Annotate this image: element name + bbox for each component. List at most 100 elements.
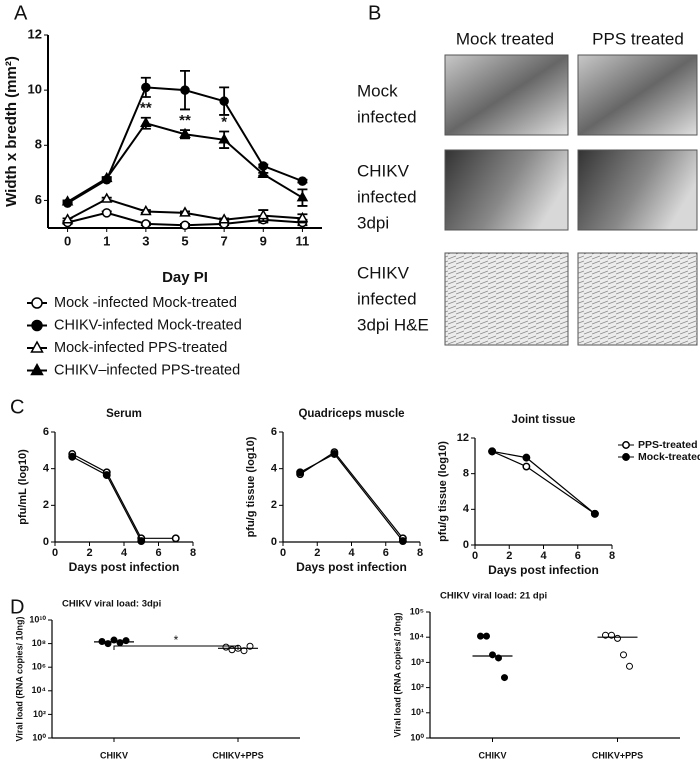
y-axis-label: pfu/g tissue (log10) — [437, 441, 449, 542]
y-tick-label: 6 — [35, 192, 42, 207]
y-axis-label: pfu/g tissue (log10) — [245, 436, 257, 537]
x-tick-label: 11 — [296, 233, 310, 248]
data-point — [590, 509, 599, 518]
legend-marker — [622, 441, 630, 449]
row-label: 3dpi — [357, 213, 389, 232]
x-tick-label: 9 — [260, 233, 267, 248]
y-tick-label: 4 — [463, 503, 470, 515]
data-point — [218, 213, 230, 224]
y-tick-label: 10¹ — [411, 707, 424, 717]
chart-title: CHIKV viral load: 3dpi — [62, 599, 161, 610]
x-tick-label: CHIKV — [100, 750, 128, 760]
x-tick-label: 6 — [155, 547, 161, 559]
y-tick-label: 10⁴ — [32, 685, 46, 695]
y-tick-label: 4 — [43, 463, 50, 475]
data-point — [296, 468, 305, 477]
data-point — [122, 637, 130, 645]
data-point — [257, 167, 270, 178]
data-point — [68, 452, 77, 461]
annotation: * — [174, 633, 179, 647]
row-label: infected — [357, 289, 417, 308]
data-point — [522, 453, 531, 462]
y-tick-label: 10³ — [411, 657, 424, 667]
data-point — [137, 537, 146, 546]
y-tick-label: 0 — [43, 536, 49, 548]
x-tick-label: 2 — [506, 550, 512, 562]
x-axis-label: Days post infection — [69, 560, 180, 574]
chart-title: Quadriceps muscle — [298, 408, 404, 420]
data-point — [228, 646, 236, 654]
row-label: CHIKV — [357, 161, 410, 180]
photo — [577, 54, 698, 136]
y-tick-label: 12 — [457, 432, 469, 444]
y-tick-label: 0 — [463, 539, 469, 551]
x-axis-label: Days post infection — [296, 560, 407, 574]
x-tick-label: CHIKV — [478, 750, 506, 760]
data-point — [141, 82, 151, 93]
annotation: ** — [140, 100, 152, 117]
y-tick-label: 10⁵ — [410, 606, 424, 616]
y-tick-label: 10⁴ — [410, 632, 424, 642]
legend-label: CHIKV-infected Mock-treated — [54, 317, 242, 333]
y-axis-label: Viral load (RNA copies/ 10ng) — [14, 616, 24, 741]
series-line — [299, 451, 404, 539]
y-tick-label: 8 — [463, 468, 469, 480]
data-point — [296, 211, 309, 223]
x-axis-label: Day PI — [162, 269, 208, 286]
y-tick-label: 6 — [43, 426, 49, 438]
data-point — [296, 191, 309, 202]
legend-label: Mock -infected Mock-treated — [54, 295, 237, 311]
data-point — [501, 674, 508, 682]
photo — [444, 149, 569, 231]
row-label: infected — [357, 187, 417, 206]
column-header: PPS treated — [592, 29, 684, 48]
series-line — [299, 453, 404, 542]
x-tick-label: 0 — [64, 233, 71, 248]
column-header: Mock treated — [456, 29, 554, 48]
data-point — [180, 85, 190, 95]
panel-label: C — [10, 396, 24, 418]
x-tick-label: 3 — [142, 233, 149, 248]
data-point — [101, 208, 112, 218]
data-point — [218, 133, 230, 144]
data-point — [297, 176, 308, 186]
data-point — [61, 195, 74, 206]
chart-title: Joint tissue — [512, 414, 576, 426]
x-tick-label: 4 — [121, 547, 128, 559]
data-point — [140, 116, 152, 127]
legend-label: CHIKV–infected PPS-treated — [54, 362, 240, 378]
y-tick-label: 10 — [28, 82, 42, 97]
y-tick-label: 4 — [271, 463, 278, 475]
x-tick-label: 0 — [52, 547, 58, 559]
y-axis-label: pfu/mL (log10) — [17, 449, 29, 525]
x-tick-label: CHIKV+PPS — [592, 750, 643, 760]
chart-title: Serum — [106, 408, 142, 420]
data-point — [179, 127, 191, 139]
x-tick-label: 6 — [575, 550, 581, 562]
data-point — [614, 634, 621, 642]
photo — [444, 54, 569, 136]
data-point — [483, 632, 490, 640]
legend-marker — [622, 453, 630, 461]
legend-marker — [30, 340, 44, 353]
y-tick-label: 2 — [271, 499, 277, 511]
data-point — [620, 651, 627, 659]
x-tick-label: 6 — [383, 547, 389, 559]
row-label: 3dpi H&E — [357, 315, 429, 334]
data-point — [179, 206, 191, 217]
series-line — [71, 453, 176, 539]
annotation: * — [221, 113, 227, 130]
x-tick-label: 8 — [190, 547, 196, 559]
x-tick-label: 8 — [417, 547, 423, 559]
y-tick-label: 10⁶ — [32, 662, 46, 672]
panel-label: B — [368, 2, 381, 24]
data-point — [489, 651, 496, 659]
y-axis-label: Viral load (RNA copies/ 10ng) — [392, 612, 402, 737]
annotation: ** — [179, 112, 191, 129]
x-tick-label: CHIKV+PPS — [212, 750, 263, 760]
x-tick-label: 7 — [221, 233, 228, 248]
y-tick-label: 6 — [271, 426, 277, 438]
legend-label: Mock-infected PPS-treated — [54, 340, 227, 356]
data-point — [100, 171, 113, 183]
photo — [577, 252, 698, 346]
